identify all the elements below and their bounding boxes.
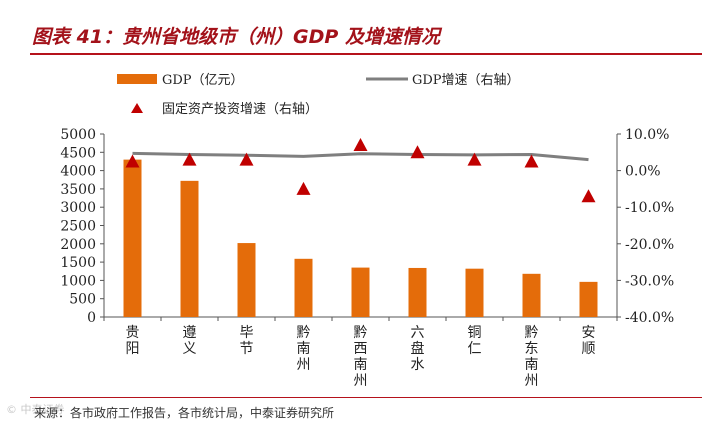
y-right-tick-label: -10.0% bbox=[625, 200, 674, 216]
legend-label-growth: GDP增速（右轴） bbox=[412, 73, 520, 88]
x-tick-label: 黔东南州 bbox=[525, 325, 539, 389]
marker-series bbox=[125, 137, 596, 203]
marker-investment-growth bbox=[467, 152, 482, 166]
x-tick-label: 毕节 bbox=[240, 325, 254, 357]
bar-gdp bbox=[408, 267, 427, 317]
marker-investment-growth bbox=[581, 189, 596, 203]
marker-investment-growth bbox=[182, 152, 197, 166]
x-tick-label: 黔西南州 bbox=[354, 325, 368, 389]
x-tick-label: 贵阳 bbox=[126, 325, 140, 357]
y-left-tick-label: 4000 bbox=[60, 164, 96, 180]
chart: GDP（亿元） GDP增速（右轴） 固定资产投资增速（右轴） 0 500 1000 1… bbox=[60, 73, 674, 389]
page-title: 图表 41：贵州省地级市（州）GDP 及增速情况 bbox=[32, 26, 440, 48]
y-right-tick-label: 10.0% bbox=[625, 127, 669, 143]
y-right-tick-label: -20.0% bbox=[625, 237, 674, 253]
bar-gdp bbox=[237, 243, 256, 317]
y-left-tick-label: 3500 bbox=[60, 182, 96, 198]
bar-series bbox=[123, 159, 598, 317]
bar-gdp bbox=[180, 180, 199, 317]
y-left-tick-label: 1000 bbox=[60, 273, 96, 289]
y-left-tick-label: 5000 bbox=[60, 127, 96, 143]
legend-label-gdp: GDP（亿元） bbox=[162, 73, 244, 88]
bar-gdp bbox=[123, 159, 142, 317]
marker-investment-growth bbox=[239, 152, 254, 166]
legend: GDP（亿元） GDP增速（右轴） 固定资产投资增速（右轴） bbox=[117, 73, 520, 117]
y-left-tick-label: 1500 bbox=[60, 255, 96, 271]
marker-investment-growth bbox=[125, 154, 140, 168]
y-left-tick-label: 3000 bbox=[60, 200, 96, 216]
legend-label-investment: 固定资产投资增速（右轴） bbox=[162, 101, 318, 117]
line-gdp-growth bbox=[132, 151, 589, 162]
y-left-tick-label: 2000 bbox=[60, 237, 96, 253]
bar-gdp bbox=[294, 258, 313, 317]
legend-swatch-investment bbox=[131, 103, 143, 113]
y-left-tick-label: 500 bbox=[69, 292, 96, 308]
bar-gdp bbox=[351, 267, 370, 317]
bar-gdp bbox=[579, 281, 598, 317]
title-divider bbox=[30, 53, 702, 55]
line-series bbox=[132, 151, 589, 162]
marker-investment-growth bbox=[524, 154, 539, 168]
y-right-tick-label: -30.0% bbox=[625, 273, 674, 289]
watermark: © 中泰证券 bbox=[6, 403, 65, 416]
y-left-tick-label: 0 bbox=[87, 310, 96, 326]
bar-gdp bbox=[522, 273, 541, 317]
source-divider bbox=[30, 397, 702, 398]
marker-investment-growth bbox=[410, 145, 425, 159]
marker-investment-growth bbox=[296, 181, 311, 195]
x-tick-label: 铜仁 bbox=[468, 325, 482, 357]
y-right-tick-label: 0.0% bbox=[625, 164, 661, 180]
x-tick-label: 黔南州 bbox=[297, 325, 311, 373]
y-left-tick-label: 2500 bbox=[60, 219, 96, 235]
x-tick-label: 遵义 bbox=[183, 324, 197, 357]
x-tick-label: 六盘水 bbox=[411, 325, 425, 373]
legend-swatch-gdp bbox=[117, 74, 157, 84]
x-tick-label: 安顺 bbox=[582, 325, 596, 357]
y-left-tick-label: 4500 bbox=[60, 145, 96, 161]
y-right-tick-label: -40.0% bbox=[625, 310, 674, 326]
marker-investment-growth bbox=[353, 137, 368, 151]
bar-gdp bbox=[465, 268, 484, 317]
tick-labels: 0 500 1000 1500 2000 2500 3000 3500 4000 4500 5000… bbox=[60, 127, 674, 389]
source-note: 来源：各市政府工作报告，各市统计局，中泰证券研究所 bbox=[34, 406, 335, 420]
